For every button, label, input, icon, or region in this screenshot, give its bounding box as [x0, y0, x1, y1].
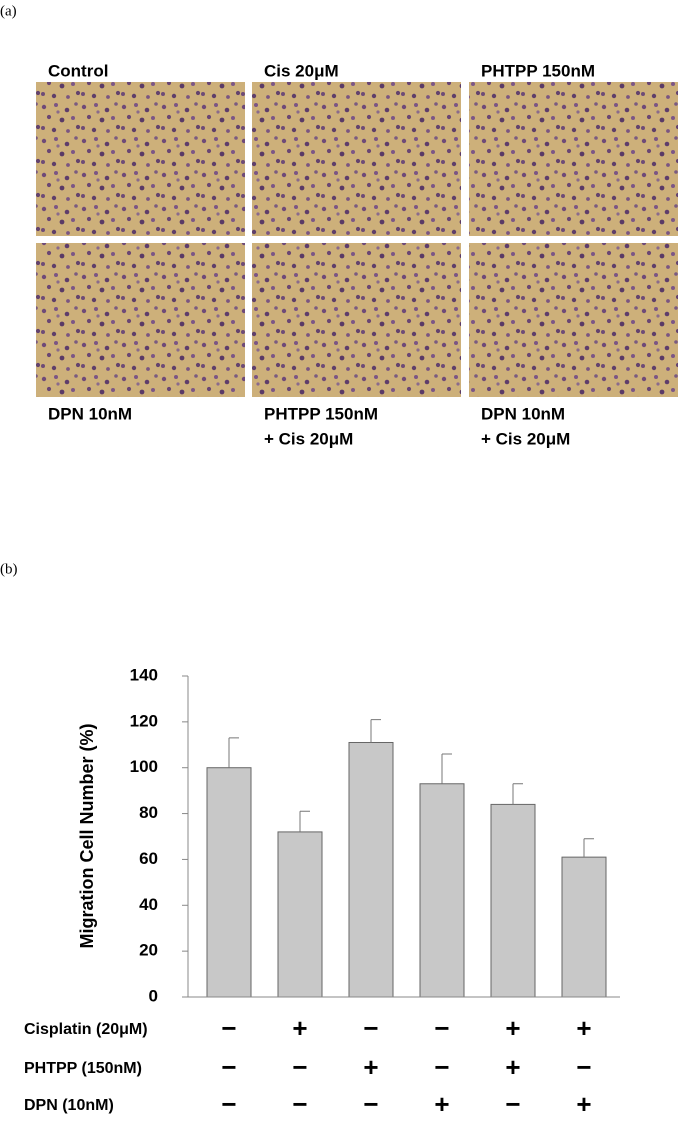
bar [206, 767, 252, 998]
error-bar [228, 737, 239, 768]
error-bar [299, 810, 310, 832]
y-tick-label: 80 [139, 803, 158, 822]
condition-sign: − [221, 1013, 236, 1043]
condition-sign: − [363, 1089, 378, 1119]
condition-sign: + [576, 1013, 591, 1043]
bar [561, 856, 607, 998]
condition-label: DPN (10nM) [24, 1097, 114, 1114]
error-bar [370, 719, 381, 743]
y-tick-label: 0 [149, 986, 158, 1005]
condition-sign: − [434, 1013, 449, 1043]
image-label: Control [48, 61, 108, 80]
micrograph [252, 243, 461, 397]
bar [490, 803, 536, 998]
condition-sign: + [505, 1052, 520, 1082]
bar [348, 741, 394, 998]
condition-sign: + [505, 1013, 520, 1043]
micrograph [36, 243, 245, 397]
image-label: + Cis 20μM [264, 429, 353, 448]
y-tick-label: 140 [130, 665, 158, 684]
micrograph [469, 243, 678, 397]
bar [419, 783, 465, 998]
condition-sign: − [505, 1089, 520, 1119]
condition-label: PHTPP (150nM) [24, 1060, 142, 1077]
image-label: PHTPP 150nM [481, 61, 595, 80]
condition-sign: + [434, 1089, 449, 1119]
image-label: DPN 10nM [48, 404, 132, 423]
condition-sign: − [221, 1052, 236, 1082]
condition-sign: − [363, 1013, 378, 1043]
y-tick-label: 20 [139, 941, 158, 960]
image-label: PHTPP 150nM [264, 404, 378, 423]
error-bar [583, 838, 594, 858]
condition-sign: − [292, 1052, 307, 1082]
condition-label: Cisplatin (20μM) [24, 1021, 148, 1038]
y-tick-label: 120 [130, 711, 158, 730]
condition-sign: − [434, 1052, 449, 1082]
panel-label: (a) [0, 3, 17, 19]
condition-sign: − [292, 1089, 307, 1119]
micrograph [36, 82, 245, 236]
error-bar [441, 753, 452, 784]
y-tick-label: 60 [139, 849, 158, 868]
image-label: DPN 10nM [481, 404, 565, 423]
y-tick-label: 100 [130, 757, 158, 776]
error-bar [512, 783, 523, 805]
condition-sign: − [576, 1052, 591, 1082]
micrograph [469, 82, 678, 236]
micrograph [252, 82, 461, 236]
y-axis-label: Migration Cell Number (%) [77, 723, 97, 948]
condition-sign: + [292, 1013, 307, 1043]
image-label: Cis 20μM [264, 61, 339, 80]
condition-sign: + [363, 1052, 378, 1082]
panel-label: (b) [0, 561, 18, 577]
condition-sign: + [576, 1089, 591, 1119]
condition-sign: − [221, 1089, 236, 1119]
bar [277, 831, 323, 998]
image-label: + Cis 20μM [481, 429, 570, 448]
y-tick-label: 40 [139, 895, 158, 914]
